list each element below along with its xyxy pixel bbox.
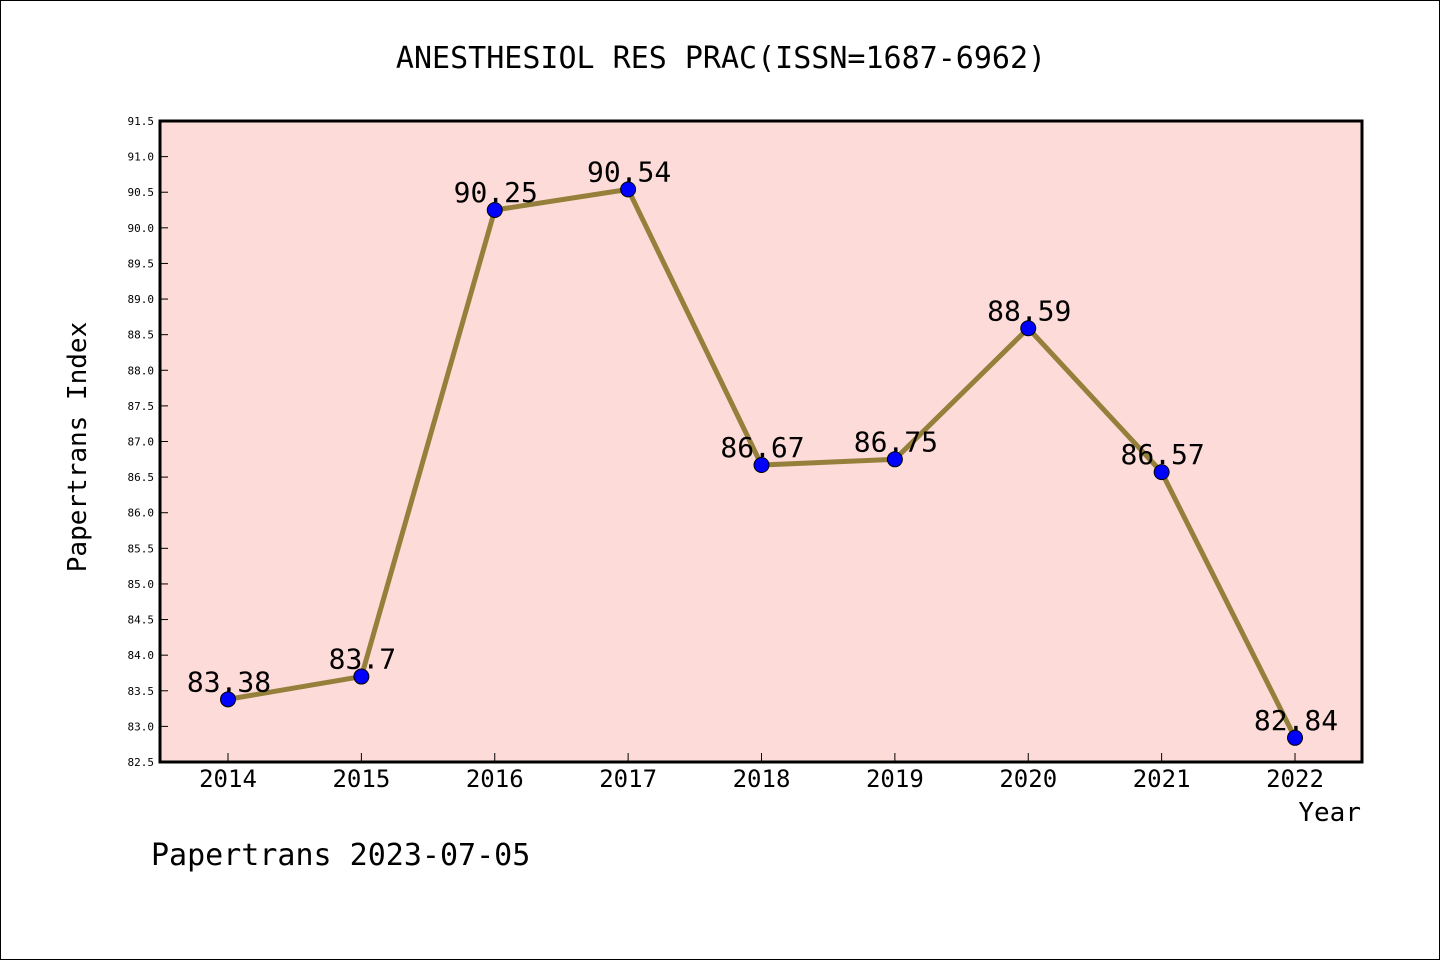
data-label: 90.25	[454, 176, 538, 209]
x-tick-label: 2015	[332, 765, 390, 793]
x-tick-label: 2014	[199, 765, 257, 793]
data-point	[1287, 729, 1303, 746]
y-tick-label: 82.5	[128, 756, 155, 769]
y-tick-label: 84.5	[128, 614, 155, 627]
y-tick-label: 86.0	[128, 507, 155, 520]
y-tick-label: 84.0	[128, 649, 155, 662]
data-point	[1153, 464, 1170, 481]
x-tick-label: 2019	[866, 765, 924, 793]
y-tick-label: 90.0	[128, 222, 155, 235]
data-point	[220, 691, 236, 708]
x-tick-label: 2021	[1133, 765, 1191, 793]
y-tick-label: 90.5	[128, 186, 155, 199]
plot-area	[160, 121, 1362, 762]
footer-text: Papertrans 2023-07-05	[151, 838, 530, 873]
plot-border	[158, 119, 1364, 764]
x-tick-label: 2020	[999, 765, 1057, 793]
y-axis-ticks: 82.5 83.0 83.5 84.0 84.5 85.0 85.5 86.0 86.5 87.0…	[128, 115, 168, 769]
y-tick-label: 91.0	[128, 151, 155, 164]
y-tick-label: 87.0	[128, 436, 155, 449]
data-point	[486, 202, 503, 219]
data-point	[1020, 320, 1037, 337]
data-point	[753, 457, 770, 474]
y-tick-label: 83.0	[128, 720, 155, 733]
data-label: 86.67	[720, 431, 804, 464]
data-label: 88.59	[987, 294, 1071, 327]
y-axis-label: Papertrans Index	[63, 322, 93, 572]
x-tick-label: 2016	[466, 765, 524, 793]
x-axis-label: Year	[1298, 798, 1361, 828]
y-tick-label: 89.5	[128, 257, 155, 270]
data-label: 83.7	[329, 643, 396, 676]
data-label: 86.57	[1120, 438, 1204, 471]
y-tick-label: 83.5	[128, 685, 155, 698]
x-tick-label: 2022	[1266, 765, 1324, 793]
data-label: 90.54	[587, 155, 671, 188]
y-tick-label: 89.0	[128, 293, 155, 306]
chart-title: ANESTHESIOL RES PRAC(ISSN=1687-6962)	[396, 41, 1046, 76]
data-point	[353, 668, 370, 685]
data-point	[620, 181, 637, 198]
data-point	[886, 451, 903, 468]
y-tick-label: 88.0	[128, 364, 155, 377]
x-tick-label: 2018	[733, 765, 791, 793]
y-tick-label: 88.5	[128, 329, 155, 342]
y-tick-label: 85.0	[128, 578, 155, 591]
y-tick-label: 87.5	[128, 400, 155, 413]
x-axis-ticks: 2014 2015 2016 2017 2018 2019 2020 2021 2022	[199, 753, 1324, 793]
x-tick-label: 2017	[599, 765, 657, 793]
data-label: 83.38	[187, 665, 271, 698]
data-label: 82.84	[1254, 704, 1338, 737]
y-tick-label: 85.5	[128, 542, 155, 555]
y-tick-label: 91.5	[128, 115, 155, 128]
series-layer: 83.38 83.7 90.25 90.54 86.67 86.75 88.59 86.57 8…	[187, 155, 1338, 746]
data-label: 86.75	[854, 425, 938, 458]
y-tick-label: 86.5	[128, 471, 155, 484]
